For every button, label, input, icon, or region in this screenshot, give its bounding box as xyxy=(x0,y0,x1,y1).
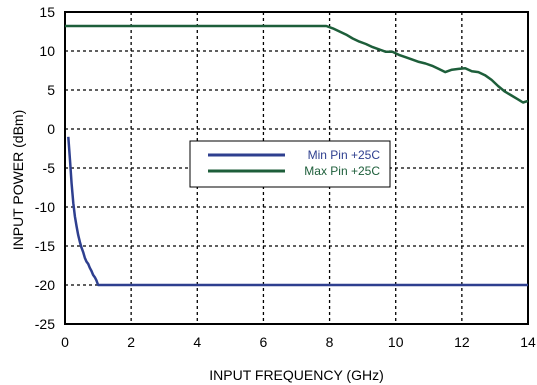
legend-label-max-pin: Max Pin +25C xyxy=(304,164,380,178)
y-tick-label: 15 xyxy=(39,4,55,20)
x-tick-label: 8 xyxy=(326,334,334,350)
series-line-0 xyxy=(67,136,528,287)
y-tick-label: 10 xyxy=(39,43,55,59)
plot-frame xyxy=(64,11,529,325)
y-tick-labels: 15 10 5 0 -5 -10 -15 -20 -25 xyxy=(35,4,55,332)
x-tick-label: 4 xyxy=(193,334,201,350)
y-tick-label: 0 xyxy=(47,121,55,137)
x-tick-label: 12 xyxy=(454,334,470,350)
y-tick-label: -15 xyxy=(35,238,55,254)
x-tick-label: 10 xyxy=(388,334,404,350)
series-line-1 xyxy=(65,24,529,104)
y-tick-label: -5 xyxy=(43,160,56,176)
legend-box xyxy=(189,140,391,188)
x-tick-labels: 0 2 4 6 8 10 12 14 xyxy=(61,334,536,350)
series-layer xyxy=(65,24,529,287)
legend: Min Pin +25C Max Pin +25C xyxy=(189,140,391,188)
y-axis-title: INPUT POWER (dBm) xyxy=(10,110,26,251)
x-tick-label: 6 xyxy=(260,334,268,350)
x-tick-label: 2 xyxy=(127,334,135,350)
x-axis-title: INPUT FREQUENCY (GHz) xyxy=(209,367,384,383)
legend-label-min-pin: Min Pin +25C xyxy=(308,148,381,162)
y-tick-label: -10 xyxy=(35,199,55,215)
x-tick-label: 0 xyxy=(61,334,69,350)
y-tick-label: 5 xyxy=(47,82,55,98)
x-tick-label: 14 xyxy=(520,334,536,350)
y-tick-label: -20 xyxy=(35,277,55,293)
y-tick-label: -25 xyxy=(35,316,55,332)
